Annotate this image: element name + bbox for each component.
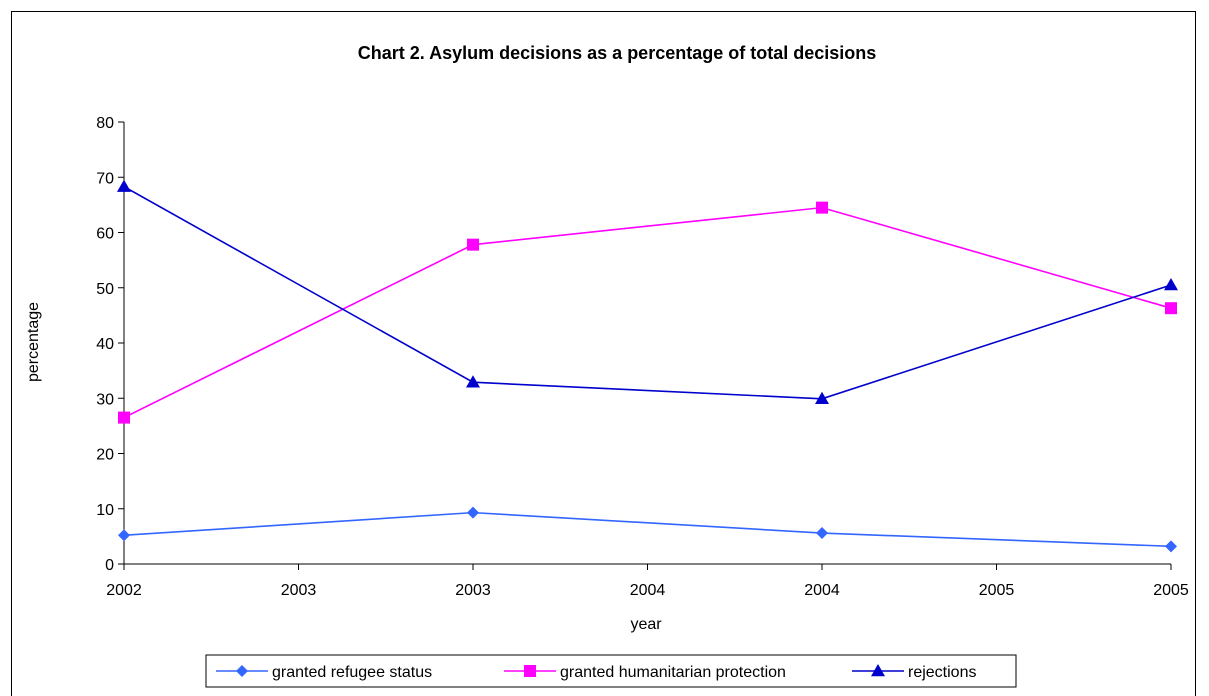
x-tick-label: 2003 <box>455 582 491 599</box>
y-tick-label: 20 <box>96 447 114 464</box>
x-tick-label: 2004 <box>804 582 840 599</box>
y-tick-label: 10 <box>96 502 114 519</box>
legend-item: rejections <box>852 664 976 681</box>
legend-label: granted refugee status <box>272 664 432 681</box>
x-tick-label: 2004 <box>630 582 666 599</box>
y-tick-label: 40 <box>96 336 114 353</box>
data-point <box>1165 540 1177 553</box>
x-axis: 2002 2003 2003 2004 2004 2005 2005 <box>106 563 1189 599</box>
y-tick-label: 60 <box>96 226 114 243</box>
series-1 <box>118 506 1177 553</box>
series-line <box>123 511 1172 548</box>
x-tick-label: 2005 <box>1153 582 1189 599</box>
data-point <box>815 391 829 405</box>
data-point <box>816 527 828 540</box>
y-tick-label: 50 <box>96 281 114 298</box>
y-axis: 0 10 20 30 40 50 60 70 80 <box>96 115 125 574</box>
data-point <box>1164 277 1178 291</box>
series-line <box>123 185 1172 400</box>
legend-marker <box>524 665 536 677</box>
legend-label: rejections <box>908 664 976 681</box>
x-tick-label: 2003 <box>281 582 317 599</box>
x-tick-label: 2005 <box>979 582 1015 599</box>
plot-area <box>117 179 1178 553</box>
series-3 <box>117 179 1178 405</box>
data-point <box>467 506 479 519</box>
legend-item: granted refugee status <box>216 664 432 681</box>
data-point <box>466 375 480 388</box>
legend: granted refugee status granted humanitari… <box>205 654 1017 688</box>
series-line <box>123 206 1172 419</box>
data-point <box>1165 302 1177 315</box>
data-point <box>118 411 130 424</box>
data-point <box>118 529 130 542</box>
y-tick-label: 30 <box>96 391 114 408</box>
y-tick-label: 70 <box>96 170 114 187</box>
chart-frame <box>11 11 1196 696</box>
data-point <box>467 238 479 251</box>
chart-title: Chart 2. Asylum decisions as a percentag… <box>358 43 877 63</box>
legend-marker <box>236 665 248 677</box>
x-axis-label: year <box>630 616 662 633</box>
data-point <box>117 179 131 192</box>
series-2 <box>118 201 1177 424</box>
data-point <box>816 201 828 214</box>
y-tick-label: 0 <box>105 557 114 574</box>
y-tick-label: 80 <box>96 115 114 132</box>
legend-item: granted humanitarian protection <box>504 664 786 681</box>
x-tick-label: 2002 <box>106 582 142 599</box>
legend-marker <box>871 664 885 677</box>
y-axis-label: percentage <box>25 302 42 382</box>
legend-label: granted humanitarian protection <box>560 664 786 681</box>
